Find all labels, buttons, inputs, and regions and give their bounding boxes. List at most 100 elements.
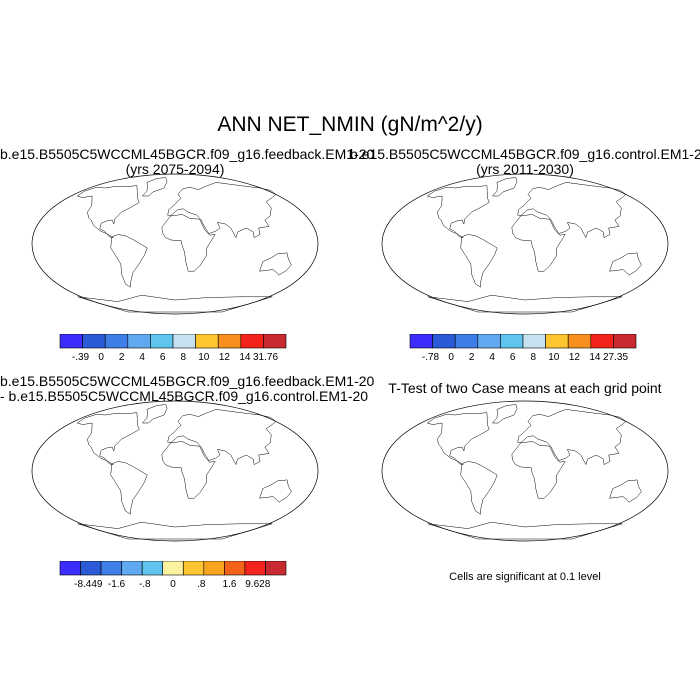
map-panel-2 xyxy=(381,173,669,315)
colorbar-label: -8.449 xyxy=(74,579,103,590)
colorbar-box xyxy=(121,561,143,576)
panel-2-title-line2: (yrs 2011-2030) xyxy=(476,161,574,177)
colorbar-box xyxy=(244,561,266,576)
colorbar-box xyxy=(567,334,592,349)
coastline-south-america xyxy=(110,234,148,288)
colorbar-label: 2 xyxy=(469,352,475,363)
coastline-australia xyxy=(259,479,292,503)
colorbar-label: 0 xyxy=(98,352,104,363)
colorbar-box xyxy=(127,334,151,349)
coastline-greenland xyxy=(491,177,518,197)
colorbar-box xyxy=(195,334,219,349)
colorbar-box xyxy=(80,561,102,576)
coastline-australia xyxy=(609,479,642,503)
colorbar-box xyxy=(172,334,196,349)
map-border xyxy=(381,173,669,315)
coastline-antarctica xyxy=(77,294,273,313)
coastline-australia xyxy=(609,252,642,276)
coastline-greenland xyxy=(141,177,168,197)
colorbar-panel-3: -8.449 -1.6 -.8 0 .8 1.6 9.628 xyxy=(59,561,287,590)
coastline-south-america xyxy=(110,461,148,515)
colorbar-box xyxy=(432,334,456,349)
colorbar-label: 10 xyxy=(548,352,560,363)
coastline-eurasia xyxy=(517,409,627,466)
coastline-north-america xyxy=(76,185,140,238)
colorbar-label: 9.628 xyxy=(245,579,270,590)
colorbar-label: -.8 xyxy=(139,579,151,590)
colorbar-label: 4 xyxy=(139,352,145,363)
colorbar-box xyxy=(613,334,637,349)
coastline-north-america xyxy=(426,185,490,238)
colorbar-label: 8 xyxy=(531,352,537,363)
panel-1-title: b.e15.B5505C5WCCML45BGCR.f09_g16.feedbac… xyxy=(0,146,375,177)
colorbar-box xyxy=(522,334,546,349)
colorbar-label: 0 xyxy=(448,352,454,363)
colorbar-label: 12 xyxy=(569,352,581,363)
coastline-south-america xyxy=(460,461,498,515)
colorbar-box xyxy=(100,561,122,576)
colorbar-box xyxy=(265,561,287,576)
colorbar-label: 6 xyxy=(160,352,166,363)
colorbar-box xyxy=(590,334,614,349)
colorbar-label: 10 xyxy=(198,352,210,363)
colorbar-label: 14 xyxy=(589,352,601,363)
colorbar-box xyxy=(477,334,501,349)
colorbar-label: 8 xyxy=(181,352,187,363)
colorbar-label: -1.6 xyxy=(108,579,126,590)
colorbar-label: -.78 xyxy=(422,352,440,363)
colorbar-box xyxy=(454,334,479,349)
colorbar-box xyxy=(59,334,83,349)
colorbar-label: 0 xyxy=(170,579,176,590)
coastline-africa xyxy=(511,441,566,499)
colorbar-box xyxy=(150,334,174,349)
colorbar-panel-2: -.78 0 2 4 6 8 10 12 14 27.35 xyxy=(409,334,637,363)
map-panel-4 xyxy=(381,400,669,542)
significance-note: Cells are significant at 0.1 level xyxy=(449,571,601,583)
colorbar-label: 6 xyxy=(510,352,516,363)
colorbar-label: -.39 xyxy=(72,352,90,363)
map-border xyxy=(381,400,669,542)
colorbar-box xyxy=(500,334,524,349)
colorbar-box xyxy=(203,561,225,576)
colorbar-box xyxy=(183,561,205,576)
colorbar-label: 31.76 xyxy=(253,352,278,363)
panel-1-title-line1: b.e15.B5505C5WCCML45BGCR.f09_g16.feedbac… xyxy=(0,146,375,162)
coastline-antarctica xyxy=(427,294,623,313)
colorbar-label: .8 xyxy=(197,579,206,590)
coastline-north-america xyxy=(426,412,490,465)
colorbar-label: 4 xyxy=(489,352,495,363)
colorbar-label: 12 xyxy=(219,352,231,363)
coastline-australia xyxy=(259,252,292,276)
panel-2-title: b.e15.B5505C5WCCML45BGCR.f09_g16.control… xyxy=(350,147,700,177)
colorbar-label: 14 xyxy=(239,352,251,363)
coastline-africa xyxy=(161,214,216,272)
coastline-antarctica xyxy=(77,521,273,540)
map-panel-1 xyxy=(31,173,319,315)
panel-4-title: T-Test of two Case means at each grid po… xyxy=(350,381,700,396)
colorbar-box xyxy=(409,334,433,349)
coastline-antarctica xyxy=(427,521,623,540)
coastline-eurasia xyxy=(517,182,627,239)
colorbar-box xyxy=(141,561,163,576)
coastline-south-america xyxy=(460,234,498,288)
panel-3-title: b.e15.B5505C5WCCML45BGCR.f09_g16.feedbac… xyxy=(0,374,374,404)
colorbar-box xyxy=(59,561,81,576)
colorbar-box xyxy=(263,334,287,349)
map-border xyxy=(31,173,319,315)
coastline-greenland xyxy=(491,404,518,424)
coastline-north-america xyxy=(76,412,140,465)
map-border xyxy=(31,400,319,542)
colorbar-box xyxy=(217,334,242,349)
colorbar-box xyxy=(224,561,246,576)
colorbar-box xyxy=(240,334,264,349)
panel-2-title-line1: b.e15.B5505C5WCCML45BGCR.f09_g16.control… xyxy=(350,146,700,162)
colorbar-box xyxy=(162,561,184,576)
colorbar-panel-1: -.39 0 2 4 6 8 10 12 14 31.76 xyxy=(59,334,287,363)
coastline-eurasia xyxy=(167,409,277,466)
panel-1-title-line2: (yrs 2075-2094) xyxy=(125,161,225,177)
coastline-eurasia xyxy=(167,182,277,239)
colorbar-box xyxy=(82,334,106,349)
colorbar-label: 2 xyxy=(119,352,125,363)
map-panel-3 xyxy=(31,400,319,542)
colorbar-box xyxy=(104,334,129,349)
